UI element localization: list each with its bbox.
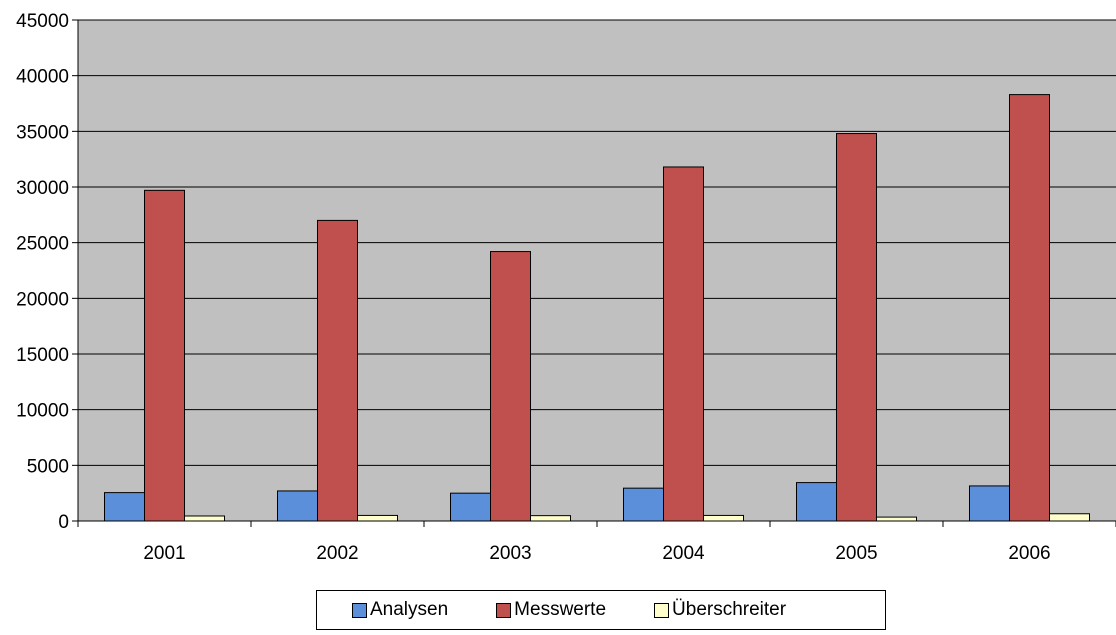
bar-analysen-2004 — [623, 487, 664, 522]
legend-label-ueberschreiter: Überschreiter — [672, 599, 787, 620]
legend-label-analysen: Analysen — [370, 599, 449, 620]
bar-messwerte-2003 — [490, 251, 531, 522]
bar-überschreiter-2002 — [357, 514, 398, 522]
bar-messwerte-2005 — [836, 133, 877, 522]
legend-item-analysen: Analysen — [352, 599, 448, 621]
bar-messwerte-2006 — [1009, 94, 1050, 522]
y-tick-label: 10000 — [16, 401, 69, 422]
x-tick-label: 2001 — [143, 543, 185, 564]
bar-messwerte-2002 — [317, 219, 358, 522]
bar-analysen-2002 — [277, 490, 318, 522]
y-tick-label: 35000 — [16, 122, 69, 143]
legend-swatch-analysen — [352, 602, 367, 618]
bar-überschreiter-2003 — [530, 515, 571, 522]
y-tick-label: 40000 — [16, 67, 69, 88]
y-tick-label: 0 — [58, 512, 69, 533]
legend-item-ueberschreiter: Überschreiter — [654, 599, 786, 621]
x-tick-label: 2004 — [662, 543, 705, 564]
bar-analysen-2006 — [969, 485, 1010, 522]
y-tick-label: 20000 — [16, 289, 69, 310]
y-tick-label: 30000 — [16, 178, 69, 199]
bar-überschreiter-2001 — [184, 515, 225, 522]
y-tick-label: 5000 — [27, 456, 69, 477]
bar-überschreiter-2006 — [1049, 513, 1090, 522]
bar-messwerte-2004 — [663, 166, 704, 522]
bar-analysen-2003 — [450, 492, 491, 522]
legend-swatch-ueberschreiter — [654, 602, 670, 618]
x-tick-label: 2003 — [489, 543, 531, 564]
bar-überschreiter-2005 — [876, 516, 917, 522]
x-tick-label: 2006 — [1008, 543, 1050, 564]
bar-analysen-2005 — [796, 482, 837, 522]
y-tick-label: 15000 — [16, 345, 69, 366]
y-tick-label: 25000 — [16, 234, 69, 255]
x-tick-label: 2005 — [835, 543, 877, 564]
bar-messwerte-2001 — [144, 189, 185, 522]
legend-label-messwerte: Messwerte — [514, 599, 607, 620]
legend-item-messwerte: Messwerte — [496, 599, 606, 621]
legend-swatch-messwerte — [496, 602, 512, 618]
bar-analysen-2001 — [104, 492, 145, 522]
x-tick-label: 2002 — [316, 543, 358, 564]
legend: Analysen Messwerte Überschreiter — [316, 590, 886, 630]
plot-area — [78, 20, 1116, 521]
y-tick-label: 45000 — [16, 11, 69, 32]
bar-überschreiter-2004 — [703, 514, 744, 522]
